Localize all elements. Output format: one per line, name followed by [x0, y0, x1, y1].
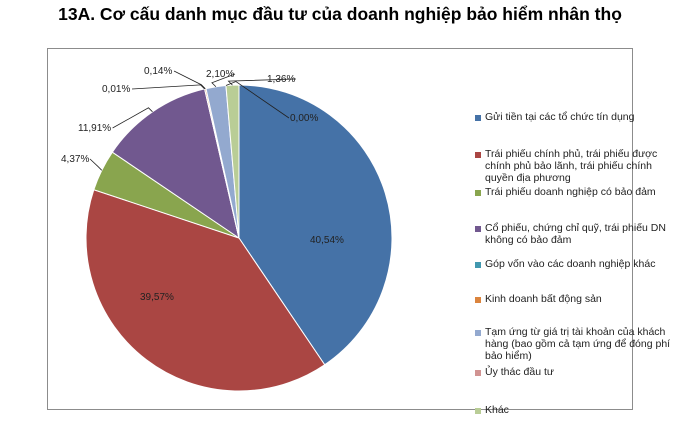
- legend-item: Tạm ứng từ giá trị tài khoản của khách h…: [475, 326, 675, 362]
- leader-line-co-phieu-chung-chi-quy-trai-ph: [112, 107, 153, 129]
- legend-label: Gửi tiền tại các tổ chức tín dụng: [485, 111, 635, 123]
- pie-slice-gui-tien-tai-cac-to-chuc-tin-d: [238, 84, 393, 366]
- legend-item: Gửi tiền tại các tổ chức tín dụng: [475, 111, 634, 123]
- legend-label: Góp vốn vào các doanh nghiệp khác: [485, 258, 656, 270]
- data-label-gui-tien-tai-cac-to-chuc-tin-d: 40,54%: [310, 235, 344, 246]
- legend-swatch: [475, 370, 481, 376]
- data-label-gop-von-vao-cac-doanh-nghiep-k: 0,01%: [102, 84, 130, 95]
- data-label-trai-phieu-chinh-phu-trai-phie: 39,57%: [140, 292, 174, 303]
- legend-item: Góp vốn vào các doanh nghiệp khác: [475, 258, 655, 270]
- legend-swatch: [475, 190, 481, 196]
- legend-label: Cổ phiếu, chứng chỉ quỹ, trái phiếu DN k…: [485, 222, 666, 246]
- legend-item: Kinh doanh bất động sản: [475, 293, 602, 305]
- legend-label: Trái phiếu doanh nghiệp có bảo đảm: [485, 186, 656, 198]
- leader-line-trai-phieu-doanh-nghiep-co-bao: [89, 158, 103, 171]
- data-label-khac: 1,36%: [267, 74, 295, 85]
- legend-label: Ủy thác đầu tư: [485, 366, 554, 378]
- legend-label: Kinh doanh bất động sản: [485, 293, 602, 305]
- leader-line-kinh-doanh-bat-dong-san: [173, 70, 206, 90]
- data-label-co-phieu-chung-chi-quy-trai-ph: 11,91%: [78, 123, 111, 134]
- legend-swatch: [475, 152, 481, 158]
- legend-swatch: [475, 262, 481, 268]
- legend-swatch: [475, 226, 481, 232]
- chart-area: 40,54% 39,57% 4,37% 11,91% 0,01% 0,14% 2,10% 0,…: [47, 48, 670, 416]
- legend-item: Khác: [475, 404, 509, 416]
- leader-line-gop-von-vao-cac-doanh-nghiep-k: [131, 84, 205, 90]
- pie-plot: 40,54% 39,57% 4,37% 11,91% 0,01% 0,14% 2,10% 0,…: [61, 66, 393, 392]
- legend-item: Ủy thác đầu tư: [475, 366, 554, 378]
- legend-label: Tạm ứng từ giá trị tài khoản của khách h…: [485, 326, 671, 362]
- leader-line-tam-ung-tu-gia-tri-tai-khoan-c: [211, 73, 236, 88]
- legend-label: Khác: [485, 404, 509, 416]
- legend-item: Trái phiếu doanh nghiệp có bảo đảm: [475, 186, 656, 198]
- data-label-uy-thac-dau-tu: 0,00%: [290, 113, 318, 124]
- data-label-tam-ung-tu-gia-tri-tai-khoan-c: 2,10%: [206, 69, 234, 80]
- leader-line-uy-thac-dau-tu: [225, 81, 290, 119]
- legend-item: Cổ phiếu, chứng chỉ quỹ, trái phiếu DN k…: [475, 222, 675, 246]
- leader-line-khac: [227, 78, 297, 86]
- legend-swatch: [475, 297, 481, 303]
- legend-item: Trái phiếu chính phủ, trái phiếu được ch…: [475, 148, 675, 184]
- legend-swatch: [475, 408, 481, 414]
- data-label-trai-phieu-doanh-nghiep-co-bao: 4,37%: [61, 154, 89, 165]
- chart-title: 13A. Cơ cấu danh mục đầu tư của doanh ng…: [58, 4, 622, 24]
- legend-swatch: [475, 115, 481, 121]
- legend-swatch: [475, 330, 481, 336]
- data-label-kinh-doanh-bat-dong-san: 0,14%: [144, 66, 172, 77]
- legend-label: Trái phiếu chính phủ, trái phiếu được ch…: [485, 148, 658, 184]
- pie-slice-trai-phieu-chinh-phu-trai-phie: [85, 189, 326, 392]
